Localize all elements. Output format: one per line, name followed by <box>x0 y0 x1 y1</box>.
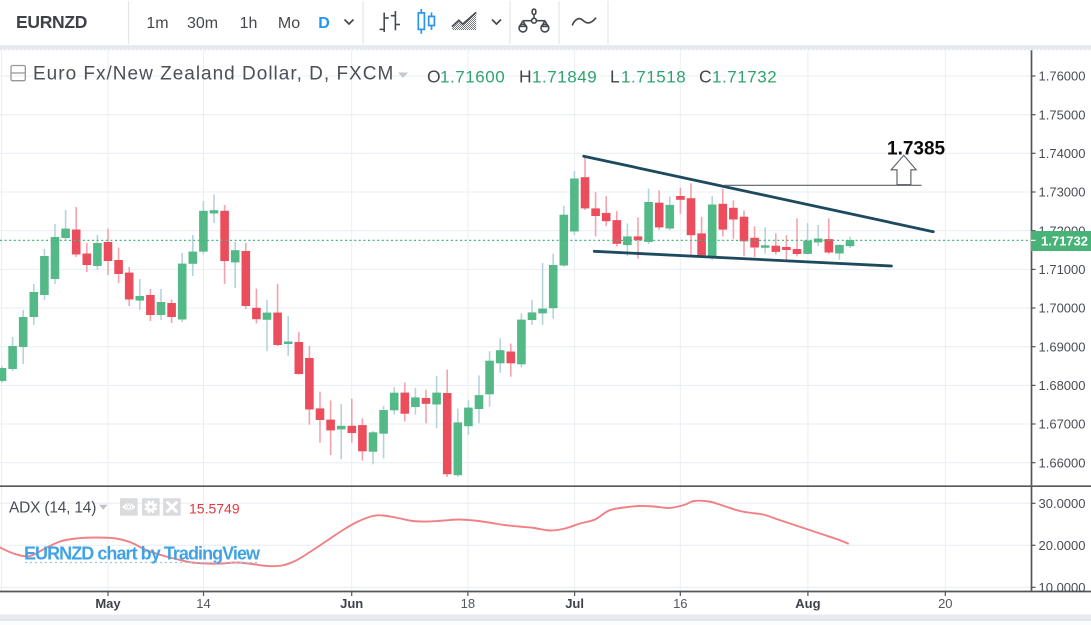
svg-text:1h: 1h <box>240 15 258 32</box>
svg-text:1.69000: 1.69000 <box>1039 339 1086 354</box>
svg-text:1.68000: 1.68000 <box>1039 378 1086 393</box>
svg-text:16: 16 <box>673 596 687 611</box>
svg-text:1.71732: 1.71732 <box>712 68 777 87</box>
svg-text:C: C <box>699 67 712 87</box>
svg-text:10.0000: 10.0000 <box>1039 580 1086 595</box>
svg-text:30m: 30m <box>187 15 218 32</box>
svg-text:EURNZD: EURNZD <box>16 12 87 32</box>
svg-text:20: 20 <box>938 596 952 611</box>
svg-text:May: May <box>95 596 121 611</box>
svg-text:20.0000: 20.0000 <box>1039 538 1086 553</box>
svg-text:Euro Fx/New Zealand Dollar, D,: Euro Fx/New Zealand Dollar, D, FXCM <box>33 64 394 85</box>
svg-text:1m: 1m <box>146 15 168 32</box>
svg-text:1.71518: 1.71518 <box>621 68 686 87</box>
svg-text:1.7385: 1.7385 <box>887 139 946 160</box>
svg-text:L: L <box>610 67 620 87</box>
svg-text:Aug: Aug <box>795 596 820 611</box>
svg-text:Jul: Jul <box>565 596 584 611</box>
svg-text:1.71849: 1.71849 <box>532 68 597 87</box>
svg-text:Mo: Mo <box>278 15 300 32</box>
svg-text:1.67000: 1.67000 <box>1039 417 1086 432</box>
svg-text:1.66000: 1.66000 <box>1039 455 1086 470</box>
svg-text:15.5749: 15.5749 <box>189 501 240 517</box>
svg-text:30.0000: 30.0000 <box>1039 496 1086 511</box>
svg-text:1.71732: 1.71732 <box>1041 234 1088 249</box>
svg-text:1.70000: 1.70000 <box>1039 301 1086 316</box>
svg-text:H: H <box>519 67 532 87</box>
svg-text:1.76000: 1.76000 <box>1039 69 1086 84</box>
svg-text:ADX (14, 14): ADX (14, 14) <box>9 500 96 517</box>
svg-text:18: 18 <box>461 596 475 611</box>
svg-text:1.75000: 1.75000 <box>1039 107 1086 122</box>
svg-text:O: O <box>427 67 441 87</box>
svg-text:D: D <box>318 15 330 32</box>
svg-text:14: 14 <box>196 596 210 611</box>
svg-text:1.74000: 1.74000 <box>1039 146 1086 161</box>
svg-text:1.73000: 1.73000 <box>1039 185 1086 200</box>
svg-text:1.71000: 1.71000 <box>1039 262 1086 277</box>
svg-text:Jun: Jun <box>340 596 363 611</box>
svg-text:EURNZD chart by TradingView: EURNZD chart by TradingView <box>24 544 261 564</box>
svg-text:1.71600: 1.71600 <box>440 68 505 87</box>
